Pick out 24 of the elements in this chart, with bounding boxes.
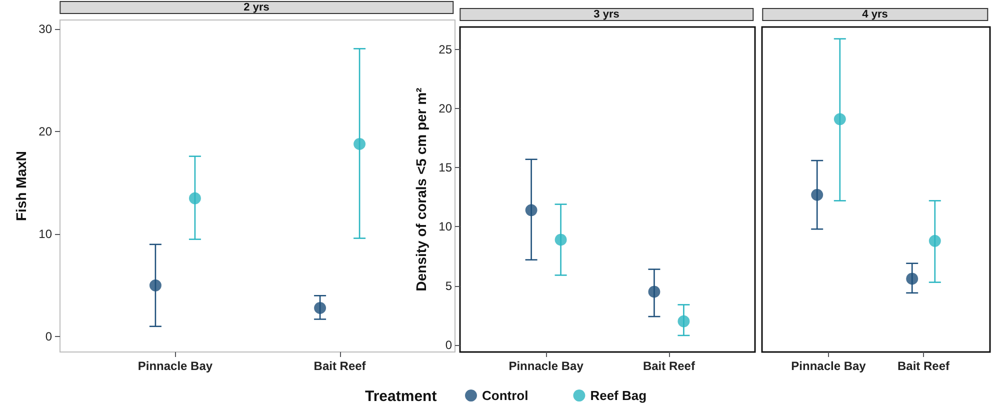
x-tick-label: Pinnacle Bay xyxy=(791,359,866,373)
y-axis-title: Fish MaxN xyxy=(12,150,29,222)
x-tick-label: Pinnacle Bay xyxy=(138,359,213,373)
x-tick-label: Bait Reef xyxy=(642,359,696,373)
x-tick-label: Bait Reef xyxy=(897,359,951,373)
y-tick-label: 5 xyxy=(445,278,452,293)
legend-label: Control xyxy=(482,388,528,403)
x-tick-label: Bait Reef xyxy=(314,359,367,373)
chart-title: 4 yrs xyxy=(862,8,888,20)
x-tick-label: Pinnacle Bay xyxy=(508,359,584,373)
chart-title: 2 yrs xyxy=(244,2,270,14)
y-axis-title: Density of corals <5 cm per m² xyxy=(412,87,429,292)
legend-title: Treatment xyxy=(365,388,437,405)
y-tick-label: 20 xyxy=(438,102,452,116)
y-tick-label: 0 xyxy=(445,338,452,352)
y-tick-label: 15 xyxy=(438,160,452,175)
y-tick-label: 0 xyxy=(45,330,52,344)
legend-label: Reef Bag xyxy=(590,388,647,403)
y-tick-label: 10 xyxy=(38,227,52,242)
y-tick-label: 20 xyxy=(38,124,52,139)
chart-title: 3 yrs xyxy=(594,8,620,20)
y-tick-label: 30 xyxy=(38,22,52,36)
y-tick-label: 25 xyxy=(438,42,452,56)
y-tick-label: 10 xyxy=(438,220,452,234)
